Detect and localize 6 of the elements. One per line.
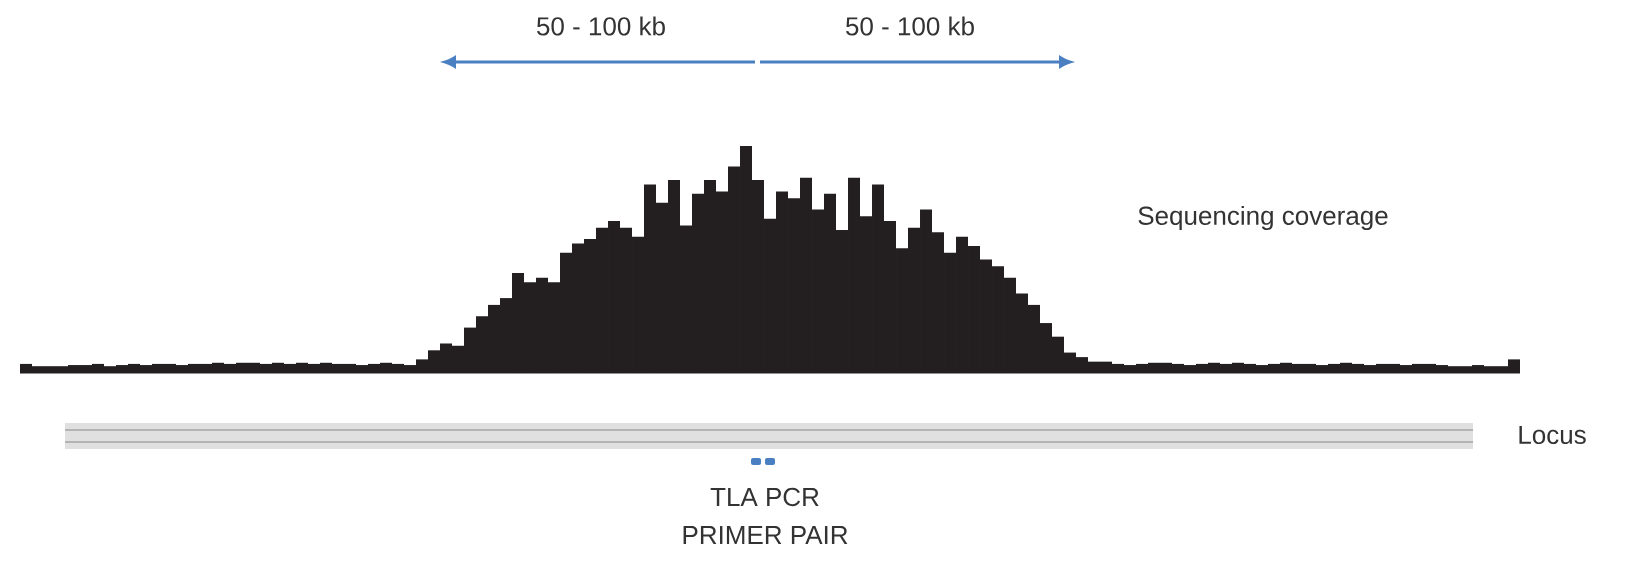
- annotation: Sequencing coverage: [1138, 205, 1388, 231]
- text: 50 - 100 kb: [846, 16, 974, 36]
- text: PRIMER PAIR: [683, 526, 848, 544]
- text: 50 - 100 kb: [537, 16, 665, 36]
- text: TLA PCR: [710, 487, 819, 507]
- text: Locus: [1519, 425, 1586, 445]
